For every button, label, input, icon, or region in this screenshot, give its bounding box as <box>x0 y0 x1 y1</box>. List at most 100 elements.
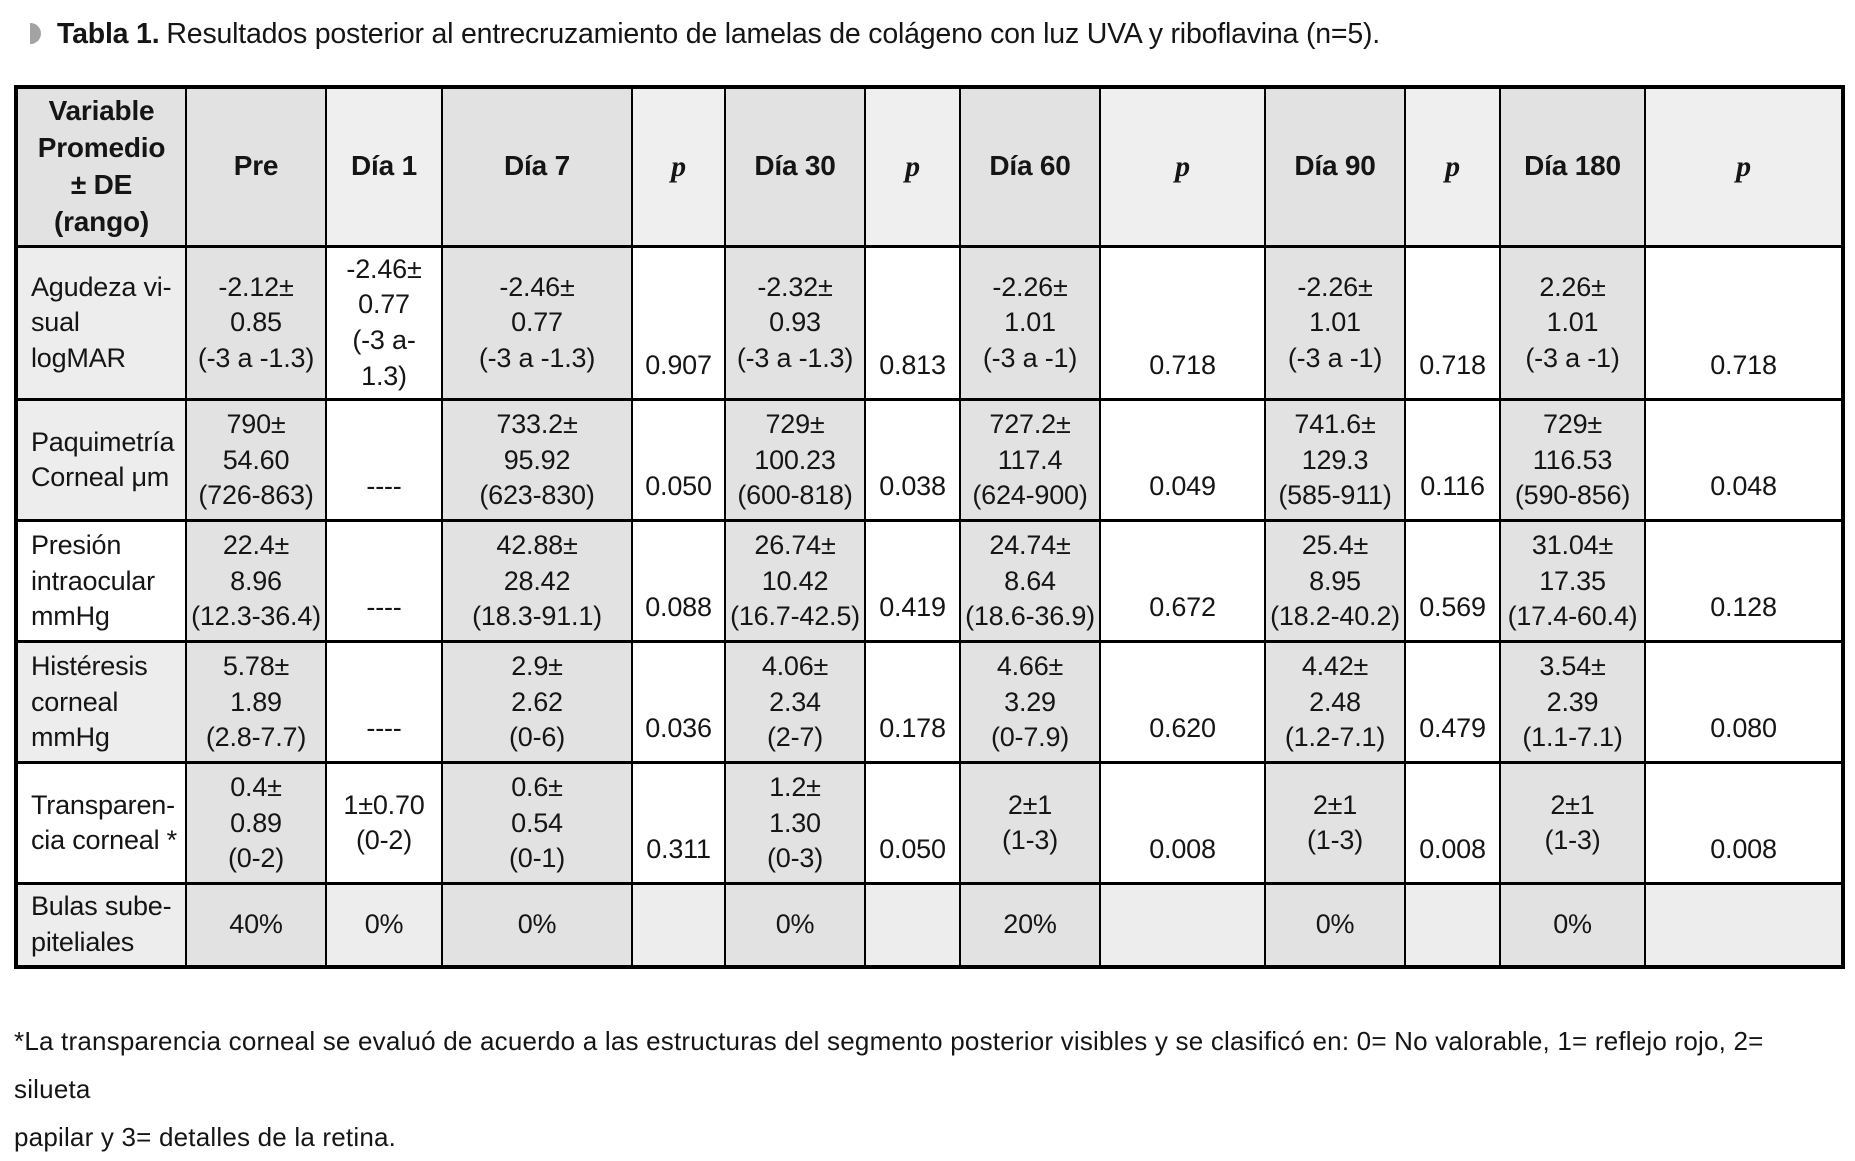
table-row: Agudeza vi- sual logMAR -2.12± 0.85 (-3 a… <box>15 244 1844 402</box>
row-label: Presión intraocular mmHg <box>15 519 187 644</box>
table-row: Bulas sube- piteliales 40% 0% 0% 0% 20% 0% 0% <box>15 882 1844 969</box>
table-row: Transparen- cia corneal * 0.4± 0.89 (0-2)… <box>15 761 1844 886</box>
table-caption: Tabla 1. Resultados posterior al entrecru… <box>0 0 1855 51</box>
p-value-cell: 0.907 <box>631 244 726 402</box>
row-label: Transparen- cia corneal * <box>15 761 187 886</box>
value-cell: 0.4± 0.89 (0-2) <box>185 761 327 886</box>
value-cell: -2.26± 1.01 (-3 a -1) <box>1264 244 1406 402</box>
p-value-cell: 0.036 <box>631 640 726 765</box>
value-cell: 31.04± 17.35 (17.4-60.4) <box>1499 519 1646 644</box>
value-cell: 20% <box>959 882 1101 969</box>
p-value-cell: 0.620 <box>1099 640 1266 765</box>
p-value-cell: 0.311 <box>631 761 726 886</box>
value-cell: 5.78± 1.89 (2.8-7.7) <box>185 640 327 765</box>
value-cell: 42.88± 28.42 (18.3-91.1) <box>441 519 633 644</box>
value-cell: 22.4± 8.96 (12.3-36.4) <box>185 519 327 644</box>
p-value-cell: 0.008 <box>1099 761 1266 886</box>
table-row: Presión intraocular mmHg 22.4± 8.96 (12.3… <box>15 519 1844 644</box>
value-cell: 790± 54.60 (726-863) <box>185 398 327 523</box>
value-cell: -2.32± 0.93 (-3 a -1.3) <box>724 244 866 402</box>
results-table: Variable Promedio ± DE (rango) Pre Día 1… <box>14 85 1845 969</box>
value-cell: 0% <box>1264 882 1406 969</box>
value-cell: ---- <box>325 519 443 644</box>
caption-body: Resultados posterior al entrecruzamiento… <box>166 18 1380 50</box>
p-value-cell: 0.088 <box>631 519 726 644</box>
column-header-p-5: p <box>1644 85 1844 248</box>
p-value-cell: 0.048 <box>1644 398 1844 523</box>
header-row: Variable Promedio ± DE (rango) Pre Día 1… <box>15 85 1844 248</box>
p-value-cell: 0.718 <box>1404 244 1501 402</box>
value-cell: 3.54± 2.39 (1.1-7.1) <box>1499 640 1646 765</box>
p-value-cell: 0.419 <box>864 519 961 644</box>
value-cell: -2.26± 1.01 (-3 a -1) <box>959 244 1101 402</box>
column-header-p-3: p <box>1099 85 1266 248</box>
p-value-cell: 0.050 <box>864 761 961 886</box>
value-cell: 0% <box>724 882 866 969</box>
value-cell: 0.6± 0.54 (0-1) <box>441 761 633 886</box>
caption-label: Tabla 1. <box>57 18 160 50</box>
row-label: Paquimetría Corneal μm <box>15 398 187 523</box>
column-header-variable: Variable Promedio ± DE (rango) <box>15 85 187 248</box>
p-value-cell: 0.813 <box>864 244 961 402</box>
p-value-cell: 0.178 <box>864 640 961 765</box>
value-cell: 0% <box>441 882 633 969</box>
value-cell: 40% <box>185 882 327 969</box>
caption-bullet-icon <box>30 23 41 44</box>
table-row: Paquimetría Corneal μm 790± 54.60 (726-86… <box>15 398 1844 523</box>
value-cell: 24.74± 8.64 (18.6-36.9) <box>959 519 1101 644</box>
column-header-p-1: p <box>631 85 726 248</box>
p-value-cell: 0.050 <box>631 398 726 523</box>
value-cell: 1.2± 1.30 (0-3) <box>724 761 866 886</box>
value-cell: 4.06± 2.34 (2-7) <box>724 640 866 765</box>
value-cell: -2.12± 0.85 (-3 a -1.3) <box>185 244 327 402</box>
value-cell: 25.4± 8.95 (18.2-40.2) <box>1264 519 1406 644</box>
p-value-cell <box>1404 882 1501 969</box>
p-value-cell <box>864 882 961 969</box>
p-value-cell: 0.116 <box>1404 398 1501 523</box>
column-header-dia-7: Día 7 <box>441 85 633 248</box>
value-cell: 729± 100.23 (600-818) <box>724 398 866 523</box>
value-cell: 0% <box>1499 882 1646 969</box>
p-value-cell: 0.049 <box>1099 398 1266 523</box>
value-cell: 727.2± 117.4 (624-900) <box>959 398 1101 523</box>
p-value-cell: 0.080 <box>1644 640 1844 765</box>
p-value-cell <box>1099 882 1266 969</box>
value-cell: 2±1 (1-3) <box>1264 761 1406 886</box>
p-value-cell: 0.038 <box>864 398 961 523</box>
table-row: Histéresis corneal mmHg 5.78± 1.89 (2.8-7… <box>15 640 1844 765</box>
p-value-cell: 0.008 <box>1644 761 1844 886</box>
p-value-cell <box>631 882 726 969</box>
value-cell: 4.66± 3.29 (0-7.9) <box>959 640 1101 765</box>
value-cell: 2±1 (1-3) <box>1499 761 1646 886</box>
footnote: *La transparencia corneal se evaluó de a… <box>14 1025 1764 1152</box>
value-cell: 2±1 (1-3) <box>959 761 1101 886</box>
column-header-dia-60: Día 60 <box>959 85 1101 248</box>
value-cell: 2.9± 2.62 (0-6) <box>441 640 633 765</box>
value-cell: 729± 116.53 (590-856) <box>1499 398 1646 523</box>
column-header-dia-30: Día 30 <box>724 85 866 248</box>
value-cell: 4.42± 2.48 (1.2-7.1) <box>1264 640 1406 765</box>
row-label: Histéresis corneal mmHg <box>15 640 187 765</box>
caption-text: Tabla 1. Resultados posterior al entrecru… <box>57 18 1380 51</box>
column-header-dia-1: Día 1 <box>325 85 443 248</box>
p-value-cell: 0.128 <box>1644 519 1844 644</box>
value-cell: -2.46± 0.77 (-3 a -1.3) <box>441 244 633 402</box>
p-value-cell: 0.479 <box>1404 640 1501 765</box>
column-header-p-4: p <box>1404 85 1501 248</box>
column-header-dia-90: Día 90 <box>1264 85 1406 248</box>
row-label: Bulas sube- piteliales <box>15 882 187 969</box>
p-value-cell: 0.718 <box>1099 244 1266 402</box>
p-value-cell <box>1644 882 1844 969</box>
value-cell: 26.74± 10.42 (16.7-42.5) <box>724 519 866 644</box>
p-value-cell: 0.569 <box>1404 519 1501 644</box>
column-header-p-2: p <box>864 85 961 248</box>
value-cell: 2.26± 1.01 (-3 a -1) <box>1499 244 1646 402</box>
value-cell: ---- <box>325 640 443 765</box>
value-cell: 733.2± 95.92 (623-830) <box>441 398 633 523</box>
value-cell: ---- <box>325 398 443 523</box>
column-header-pre: Pre <box>185 85 327 248</box>
p-value-cell: 0.008 <box>1404 761 1501 886</box>
column-header-dia-180: Día 180 <box>1499 85 1646 248</box>
p-value-cell: 0.718 <box>1644 244 1844 402</box>
value-cell: 1±0.70 (0-2) <box>325 761 443 886</box>
